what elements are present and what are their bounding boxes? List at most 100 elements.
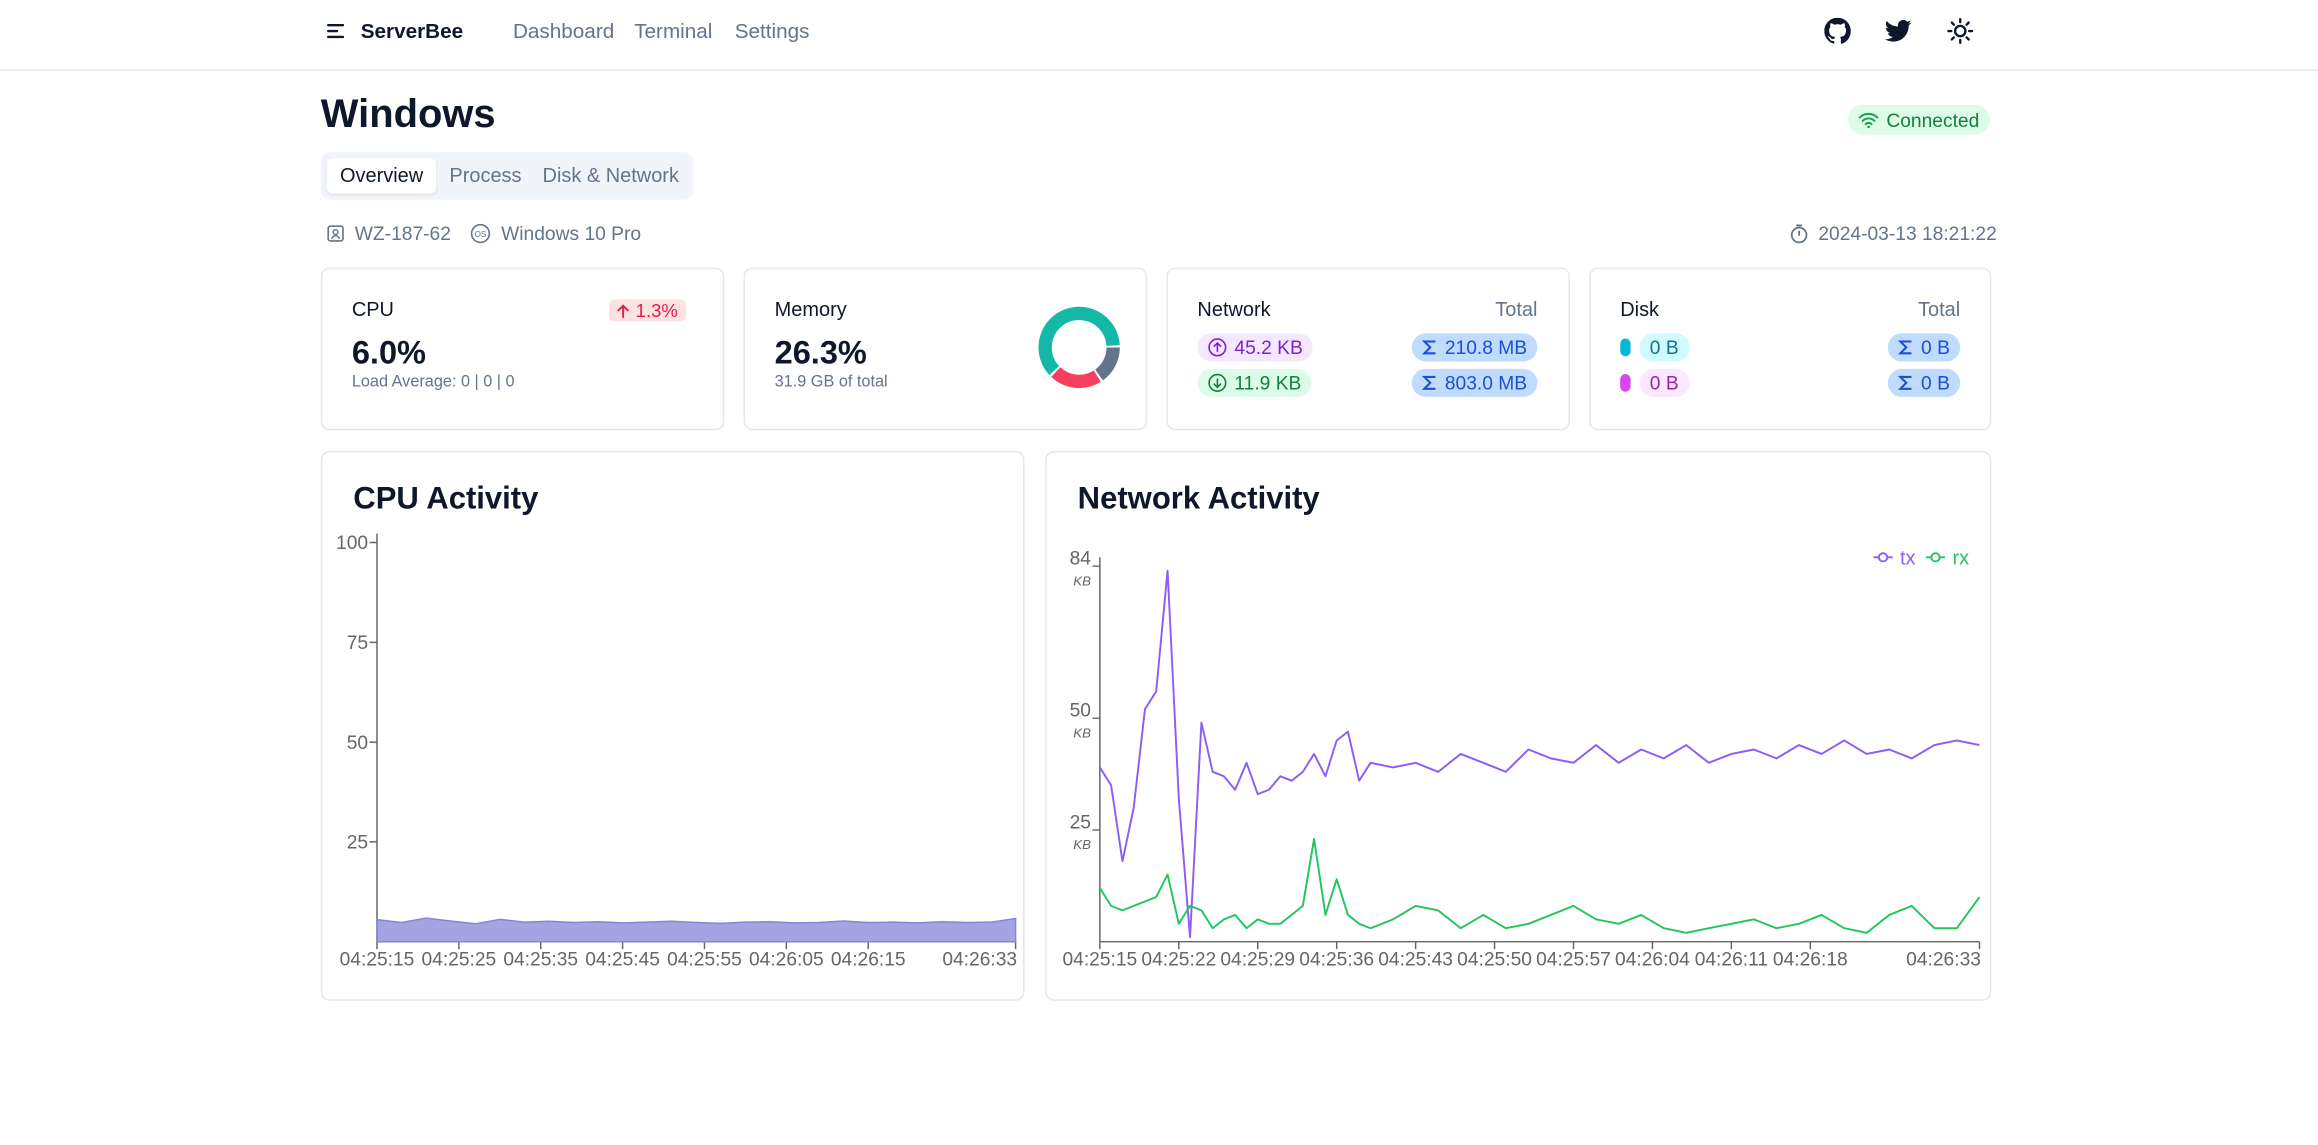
memory-detail: 31.9 GB of total bbox=[774, 373, 888, 391]
cpu-chart: CPU Activity 25 50 75 100 04:25:15 04:25:25 04:… bbox=[320, 450, 1025, 1001]
nav-link[interactable]: Terminal bbox=[634, 18, 713, 43]
x-tick-label: 04:25:43 bbox=[1378, 949, 1453, 970]
memory-card bbox=[743, 267, 1148, 431]
disk-write: 0 B bbox=[1649, 371, 1679, 394]
y-tick-label: 50 bbox=[1070, 701, 1091, 722]
x-tick-label: 04:26:18 bbox=[1773, 949, 1848, 970]
host-name: WZ-187-62 bbox=[354, 222, 451, 245]
disk-read: 0 B bbox=[1649, 336, 1679, 359]
x-tick-label: 04:25:55 bbox=[667, 949, 742, 970]
theme-icon[interactable] bbox=[1947, 18, 1974, 45]
nav-link[interactable]: Dashboard bbox=[512, 18, 615, 43]
os-name: Windows 10 Pro bbox=[501, 222, 642, 245]
x-tick-label: 04:25:15 bbox=[340, 949, 415, 970]
x-tick-label: 04:26:33 bbox=[1906, 949, 1981, 970]
time: 2024-03-13 18:21:22 bbox=[1818, 222, 1997, 245]
twitter-icon[interactable] bbox=[1884, 19, 1912, 43]
total-label: Total bbox=[1495, 298, 1538, 321]
legend-label: tx bbox=[1900, 548, 1916, 570]
os-icon: OS bbox=[470, 223, 491, 244]
clock-icon bbox=[1790, 224, 1808, 244]
y-tick-unit: KB bbox=[1073, 837, 1091, 852]
donut-segment bbox=[1038, 306, 1120, 389]
status-text: Connected bbox=[1886, 108, 1980, 131]
x-tick-label: 04:25:22 bbox=[1141, 949, 1216, 970]
sigma-icon bbox=[1898, 375, 1913, 390]
download-total: 803.0 MB bbox=[1444, 371, 1528, 394]
change-text: 1.3% bbox=[635, 300, 678, 321]
host-icon bbox=[327, 225, 344, 242]
x-tick-label: 04:26:33 bbox=[942, 949, 1017, 970]
brand[interactable]: ServerBee bbox=[360, 18, 464, 43]
legend-icon bbox=[1930, 552, 1941, 563]
y-tick-label: 84 bbox=[1070, 549, 1092, 570]
upload-pill: 45.2 KB bbox=[1197, 333, 1314, 362]
total-pill: 803.0 MB bbox=[1412, 368, 1538, 397]
svg-text:OS: OS bbox=[475, 230, 487, 239]
wifi-icon bbox=[1858, 112, 1879, 129]
page-title: Windows bbox=[320, 91, 496, 136]
arrow-up-icon bbox=[617, 303, 629, 318]
sigma-icon bbox=[1422, 340, 1436, 355]
upload-total: 210.8 MB bbox=[1444, 336, 1528, 359]
tab[interactable]: Overview bbox=[326, 158, 437, 194]
total-pill: 0 B bbox=[1888, 333, 1961, 362]
card-label: Memory bbox=[774, 298, 847, 321]
total-pill: 210.8 MB bbox=[1412, 333, 1538, 362]
write-dot bbox=[1620, 374, 1631, 392]
menu-icon[interactable] bbox=[325, 21, 346, 42]
legend-label: rx bbox=[1952, 548, 1969, 570]
sigma-icon bbox=[1898, 340, 1913, 355]
tab[interactable]: Disk & Network bbox=[542, 164, 679, 187]
top-bar bbox=[0, 0, 2318, 71]
total-label: Total bbox=[1918, 298, 1961, 321]
x-tick-label: 04:25:15 bbox=[1062, 949, 1137, 970]
tab[interactable]: Process bbox=[449, 164, 522, 187]
x-tick-label: 04:25:36 bbox=[1299, 949, 1374, 970]
sigma-icon bbox=[1422, 375, 1436, 390]
card-label: Network bbox=[1197, 298, 1271, 321]
x-tick-label: 04:26:11 bbox=[1695, 949, 1768, 970]
y-tick-label: 25 bbox=[1070, 812, 1091, 833]
memory-value: 26.3% bbox=[774, 333, 867, 371]
tabs: Overview Process Disk & Network bbox=[320, 152, 694, 200]
x-tick-label: 04:25:35 bbox=[503, 949, 578, 970]
github-icon[interactable] bbox=[1824, 17, 1851, 45]
x-tick-label: 04:25:50 bbox=[1457, 949, 1532, 970]
y-tick-unit: KB bbox=[1073, 725, 1091, 740]
read-dot bbox=[1620, 338, 1631, 357]
y-tick-label: 75 bbox=[347, 633, 368, 654]
card-label: CPU bbox=[351, 298, 394, 321]
nav-link[interactable]: Settings bbox=[734, 18, 810, 43]
series-line bbox=[1099, 569, 1980, 939]
download-pill: 11.9 KB bbox=[1197, 368, 1312, 397]
y-tick-label: 50 bbox=[347, 733, 368, 754]
x-tick-label: 04:25:57 bbox=[1536, 949, 1611, 970]
x-tick-label: 04:25:45 bbox=[585, 949, 660, 970]
card-label: Disk bbox=[1620, 298, 1660, 321]
cpu-change: 1.3% bbox=[609, 299, 686, 322]
cpu-value: 6.0% bbox=[351, 333, 426, 371]
total-pill: 0 B bbox=[1888, 368, 1961, 397]
write-pill: 0 B bbox=[1639, 368, 1689, 397]
x-tick-label: 04:26:05 bbox=[749, 949, 824, 970]
y-tick-unit: KB bbox=[1073, 573, 1091, 588]
x-tick-label: 04:25:25 bbox=[421, 949, 496, 970]
cpu-area bbox=[376, 917, 1017, 943]
series-line bbox=[1099, 837, 1981, 934]
chart-title: Network Activity bbox=[1078, 481, 1321, 516]
x-tick-label: 04:26:04 bbox=[1615, 949, 1690, 970]
y-tick-label: 100 bbox=[336, 533, 368, 554]
upload-icon bbox=[1208, 338, 1227, 357]
donut-segment bbox=[1038, 306, 1120, 389]
x-tick-label: 04:25:29 bbox=[1220, 949, 1295, 970]
x-tick-label: 04:26:15 bbox=[831, 949, 906, 970]
cpu-detail: Load Average: 0 | 0 | 0 bbox=[351, 373, 515, 391]
memory-donut bbox=[1038, 306, 1120, 389]
cpu-card bbox=[320, 267, 725, 431]
read-pill: 0 B bbox=[1639, 333, 1689, 362]
download-icon bbox=[1208, 373, 1227, 392]
